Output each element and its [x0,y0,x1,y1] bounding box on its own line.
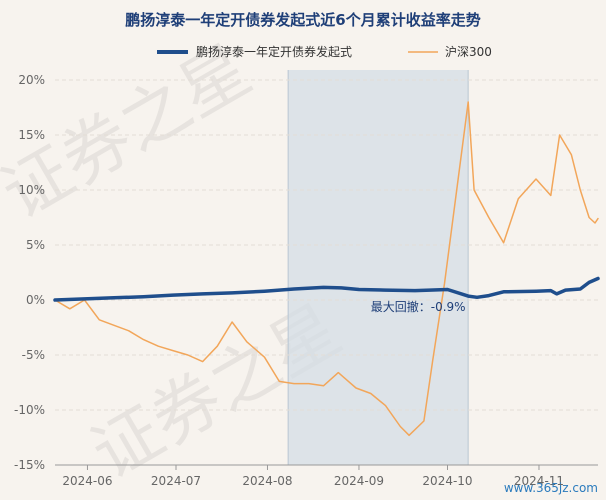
legend: 鹏扬淳泰一年定开债券发起式 沪深300 [157,44,492,59]
x-tick-label: 2024-09 [334,474,384,488]
y-tick-label: 5% [26,238,45,252]
x-tick-label: 2024-06 [62,474,112,488]
y-tick-label: -5% [22,348,45,362]
site-mark: www.365jz.com [504,481,598,495]
x-tick-label: 2024-10 [422,474,472,488]
x-tick-label: 2024-08 [242,474,292,488]
drawdown-shade [288,70,469,465]
y-tick-label: 0% [26,293,45,307]
chart-title: 鹏扬淳泰一年定开债券发起式近6个月累计收益率走势 [125,11,480,29]
series-line-hs300 [54,101,599,437]
x-tick-label: 2024-11 [514,474,564,488]
y-tick-label: -10% [14,403,45,417]
x-tick-label: 2024-07 [151,474,201,488]
drawdown-label: 最大回撤：-0.9% [371,299,466,314]
series-line-fund [53,276,600,302]
legend-label-fund: 鹏扬淳泰一年定开债券发起式 [196,44,352,59]
legend-label-hs300: 沪深300 [445,45,492,59]
y-tick-label: 15% [18,128,45,142]
y-tick-label: 20% [18,73,45,87]
y-tick-label: 10% [18,183,45,197]
y-tick-label: -15% [14,458,45,472]
